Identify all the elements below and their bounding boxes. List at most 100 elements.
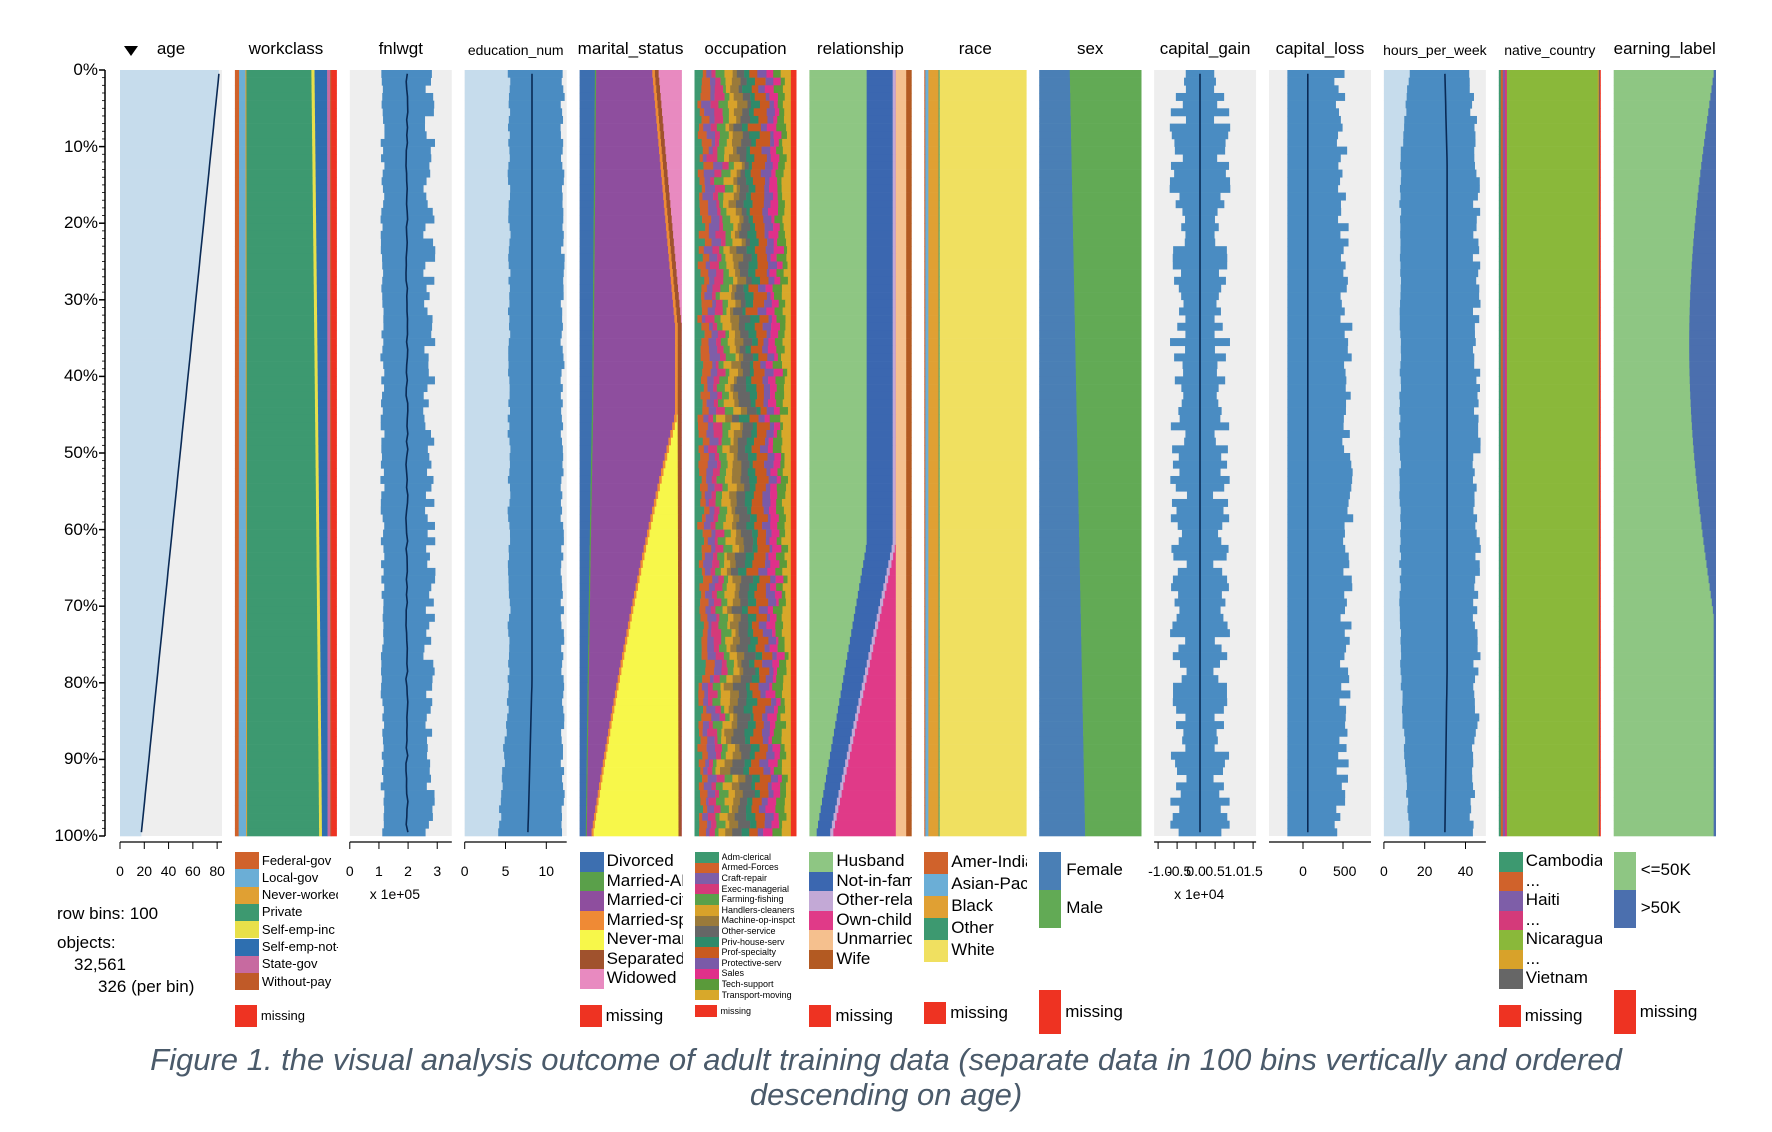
missing-segment xyxy=(331,330,337,339)
stacked-segment xyxy=(776,583,784,592)
data-bar xyxy=(507,70,563,78)
stacked-segment xyxy=(1077,475,1142,484)
stacked-segment xyxy=(732,391,739,400)
stacked-segment xyxy=(720,77,726,86)
stacked-segment xyxy=(784,376,792,385)
stacked-segment xyxy=(767,399,777,408)
missing-segment xyxy=(790,200,797,209)
stacked-segment xyxy=(866,200,893,209)
stacked-segment xyxy=(1071,161,1142,170)
stacked-segment xyxy=(763,721,771,730)
data-bar-background xyxy=(464,246,509,255)
stacked-segment xyxy=(892,514,897,523)
data-bar-background xyxy=(464,315,510,324)
stacked-segment xyxy=(733,177,738,186)
stacked-segment xyxy=(766,330,771,339)
stacked-segment xyxy=(719,353,727,362)
stacked-segment xyxy=(246,276,314,285)
stacked-segment xyxy=(708,690,718,699)
stacked-segment xyxy=(895,184,907,193)
stacked-segment xyxy=(841,790,897,798)
stacked-segment xyxy=(776,636,779,645)
stacked-segment xyxy=(330,138,332,147)
stacked-segment xyxy=(330,430,332,438)
stacked-segment xyxy=(938,828,940,837)
stacked-segment xyxy=(330,414,332,423)
missing-segment xyxy=(790,521,797,530)
stacked-segment xyxy=(753,629,764,638)
stacked-segment xyxy=(317,675,321,684)
stacked-segment xyxy=(777,644,785,653)
stacked-segment xyxy=(706,430,715,438)
stacked-segment xyxy=(238,460,247,469)
stacked-segment xyxy=(320,705,328,714)
stacked-segment xyxy=(895,790,907,798)
stacked-segment xyxy=(245,154,247,163)
stacked-segment xyxy=(928,690,939,699)
data-bar xyxy=(382,85,426,94)
stacked-segment xyxy=(234,698,240,707)
stacked-segment xyxy=(906,430,912,438)
stacked-segment xyxy=(748,284,759,293)
stacked-segment xyxy=(749,207,763,216)
stacked-segment xyxy=(838,790,842,798)
stacked-segment xyxy=(750,192,765,201)
stacked-segment xyxy=(320,613,328,622)
stacked-segment xyxy=(925,100,929,109)
stacked-segment xyxy=(579,475,592,484)
stacked-segment xyxy=(652,77,656,86)
data-bar xyxy=(508,552,564,561)
stacked-segment xyxy=(906,797,912,806)
stacked-segment xyxy=(1071,131,1142,140)
stacked-segment xyxy=(661,475,679,484)
stacked-segment xyxy=(694,77,703,86)
stacked-segment xyxy=(330,269,332,278)
stacked-segment xyxy=(730,690,740,699)
stacked-segment xyxy=(694,361,704,370)
stacked-segment xyxy=(694,560,700,569)
stacked-segment xyxy=(845,759,849,768)
stacked-segment xyxy=(712,299,717,308)
stacked-segment xyxy=(234,230,240,239)
stacked-segment xyxy=(677,338,682,347)
stacked-segment xyxy=(924,537,926,546)
stacked-segment xyxy=(624,652,679,661)
stacked-segment xyxy=(751,506,764,515)
stacked-segment xyxy=(318,506,328,515)
stacked-segment xyxy=(928,491,939,500)
stacked-segment xyxy=(768,552,777,561)
stacked-segment xyxy=(925,422,929,431)
stacked-segment xyxy=(330,368,332,377)
stacked-segment xyxy=(735,207,743,216)
stacked-segment xyxy=(592,384,594,393)
stacked-segment xyxy=(647,537,679,546)
stacked-segment xyxy=(330,85,332,94)
data-bar xyxy=(120,284,198,293)
stacked-segment xyxy=(330,583,332,592)
stacked-segment xyxy=(601,782,679,791)
stacked-segment xyxy=(321,782,328,791)
stacked-segment xyxy=(694,253,704,262)
stacked-segment xyxy=(743,215,749,224)
stacked-segment xyxy=(709,253,718,262)
stacked-segment xyxy=(892,115,897,124)
stacked-segment xyxy=(723,276,734,285)
stacked-segment xyxy=(656,115,660,124)
stacked-segment xyxy=(327,636,331,645)
missing-segment xyxy=(331,506,337,515)
stacked-segment xyxy=(664,207,668,216)
stacked-segment xyxy=(716,475,726,484)
stacked-segment xyxy=(928,184,939,193)
data-bar-background xyxy=(464,491,511,500)
data-bar xyxy=(508,138,564,147)
stacked-segment xyxy=(245,184,247,193)
stacked-segment xyxy=(775,169,784,178)
stacked-segment xyxy=(895,552,907,561)
stacked-segment xyxy=(1083,736,1142,745)
stacked-segment xyxy=(318,759,322,768)
stacked-segment xyxy=(766,123,777,132)
stacked-segment xyxy=(749,583,758,592)
stacked-segment xyxy=(321,736,328,745)
stacked-segment xyxy=(701,184,706,193)
stacked-segment xyxy=(710,391,718,400)
